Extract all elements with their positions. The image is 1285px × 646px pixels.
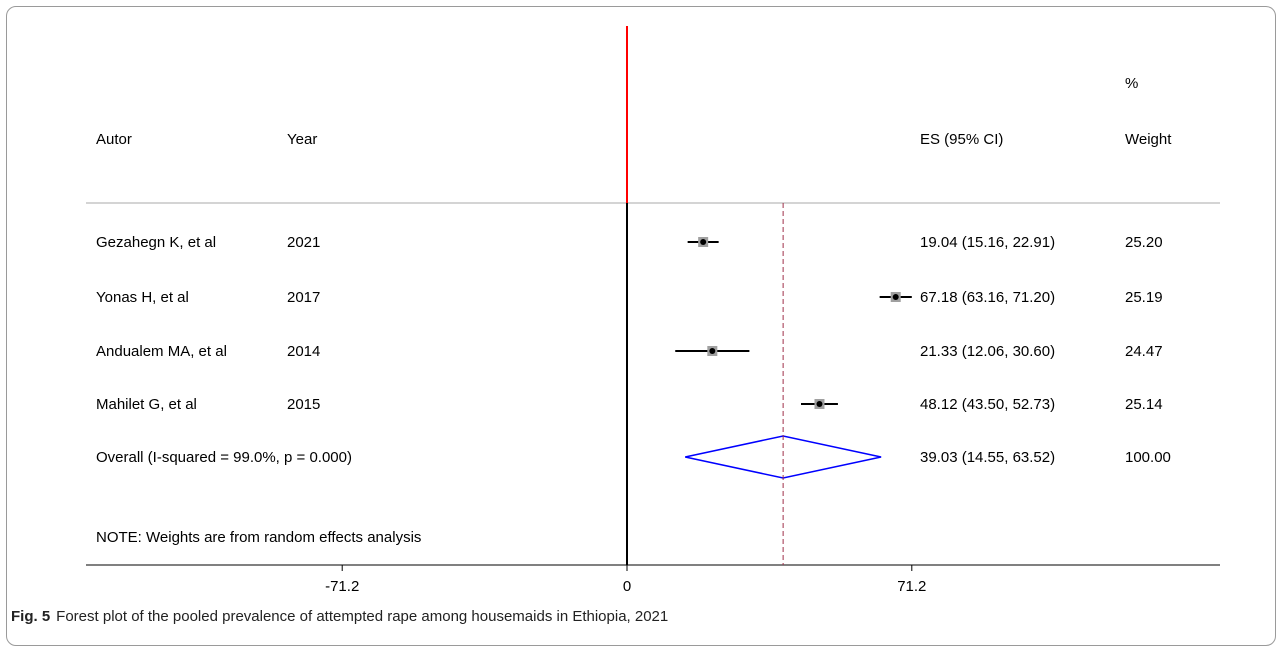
forest-plot: Autor Year ES (95% CI) % Weight Gezahegn… [86,26,1220,595]
caption-text: Forest plot of the pooled prevalence of … [56,608,669,625]
study-rows: Gezahegn K, et al 2021 19.04 (15.16, 22.91… [96,234,1163,413]
figure-caption: Fig. 5 Forest plot of the pooled prevalen… [11,608,668,625]
overall-row: Overall (I-squared = 99.0%, p = 0.000) 39… [96,435,1171,479]
x-axis-ticks: -71.2 0 71.2 [325,565,926,595]
overall-diamond [685,435,882,479]
x-tick-label: 0 [623,578,631,595]
study-ci-label: 21.33 (12.06, 30.60) [920,343,1055,360]
study-author: Yonas H, et al [96,289,189,306]
study-author: Gezahegn K, et al [96,234,216,251]
study-author: Mahilet G, et al [96,396,197,413]
figure-label: Fig. 5 [11,608,51,625]
study-row: Yonas H, et al 2017 67.18 (63.16, 71.20) 25… [96,289,1163,306]
study-weight: 25.19 [1125,289,1163,306]
point-estimate [892,294,899,300]
point-estimate [709,348,716,354]
note-text: NOTE: Weights are from random effects an… [96,529,421,546]
study-author: Andualem MA, et al [96,343,227,360]
point-estimate [816,401,823,407]
overall-ci-label: 39.03 (14.55, 63.52) [920,449,1055,466]
study-year: 2017 [287,289,320,306]
study-year: 2014 [287,343,320,360]
study-row: Andualem MA, et al 2014 21.33 (12.06, 30.6… [96,343,1163,360]
point-estimate [700,239,707,245]
header-es: ES (95% CI) [920,131,1003,148]
study-weight: 25.14 [1125,396,1163,413]
header-weight: Weight [1125,131,1172,148]
study-ci-label: 19.04 (15.16, 22.91) [920,234,1055,251]
study-weight: 24.47 [1125,343,1163,360]
x-tick-label: 71.2 [897,578,926,595]
x-tick-label: -71.2 [325,578,359,595]
study-ci-label: 48.12 (43.50, 52.73) [920,396,1055,413]
study-year: 2021 [287,234,320,251]
overall-label: Overall (I-squared = 99.0%, p = 0.000) [96,449,352,466]
study-weight: 25.20 [1125,234,1163,251]
study-row: Gezahegn K, et al 2021 19.04 (15.16, 22.91… [96,234,1163,251]
study-ci-label: 67.18 (63.16, 71.20) [920,289,1055,306]
header-weight-percent: % [1125,75,1138,92]
overall-weight: 100.00 [1125,449,1171,466]
study-row: Mahilet G, et al 2015 48.12 (43.50, 52.73)… [96,396,1163,413]
study-year: 2015 [287,396,320,413]
header-year: Year [287,131,317,148]
header-author: Autor [96,131,132,148]
